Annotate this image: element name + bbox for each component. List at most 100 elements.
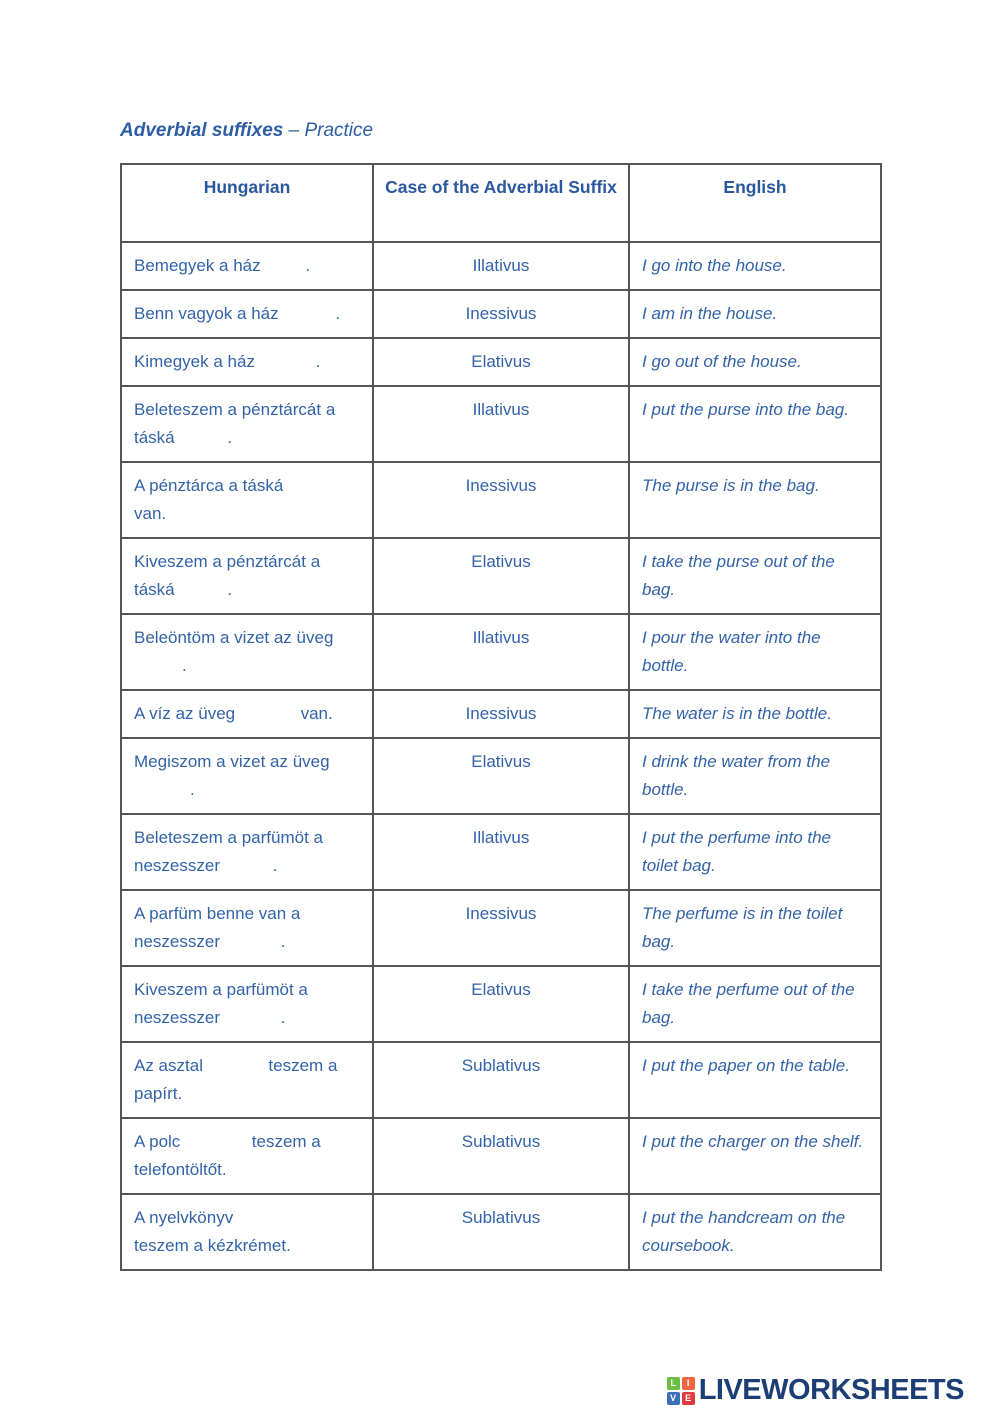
answer-gap[interactable] — [134, 670, 182, 671]
hungarian-text: A pénztárca a táská — [134, 476, 289, 495]
hungarian-text: Benn vagyok a ház — [134, 304, 284, 323]
case-cell: Illativus — [372, 613, 630, 691]
hungarian-cell: Beleteszem a pénztárcát a táská . — [120, 385, 374, 463]
hungarian-cell: A nyelvkönyv teszem a kézkrémet. — [120, 1193, 374, 1271]
answer-gap[interactable] — [225, 870, 273, 871]
english-cell: The perfume is in the toilet bag. — [628, 889, 882, 967]
case-cell: Inessivus — [372, 689, 630, 739]
hungarian-text: van. — [295, 704, 333, 723]
hungarian-cell: Kiveszem a pénztárcát a táská . — [120, 537, 374, 615]
hungarian-text: . — [315, 352, 321, 371]
logo-tile-e-icon: E — [681, 1391, 695, 1405]
hungarian-text: A nyelvkönyv — [134, 1208, 238, 1227]
answer-gap[interactable] — [283, 318, 335, 319]
answer-gap[interactable] — [240, 718, 296, 719]
header-english: English — [628, 163, 882, 243]
answer-gap[interactable] — [238, 1222, 308, 1223]
answer-gap[interactable] — [208, 1070, 264, 1071]
hungarian-text: Az asztal — [134, 1056, 208, 1075]
table-row: Bemegyek a ház . Illativus I go into the h… — [120, 241, 882, 291]
answer-gap[interactable] — [225, 1022, 281, 1023]
header-case: Case of the Adverbial Suffix — [372, 163, 630, 243]
english-cell: I take the purse out of the bag. — [628, 537, 882, 615]
table-row: Beleteszem a pénztárcát a táská . Illativ… — [120, 385, 882, 463]
english-cell: I am in the house. — [628, 289, 882, 339]
page-title-bold: Adverbial suffixes — [120, 120, 284, 141]
english-cell: The purse is in the bag. — [628, 461, 882, 539]
english-cell: The water is in the bottle. — [628, 689, 882, 739]
english-cell: I drink the water from the bottle. — [628, 737, 882, 815]
hungarian-cell: Beleteszem a parfümöt a neszesszer . — [120, 813, 374, 891]
case-cell: Elativus — [372, 337, 630, 387]
english-cell: I put the purse into the bag. — [628, 385, 882, 463]
hungarian-cell: Kiveszem a parfümöt a neszesszer . — [120, 965, 374, 1043]
case-cell: Elativus — [372, 737, 630, 815]
hungarian-text: . — [227, 580, 233, 599]
case-cell: Illativus — [372, 241, 630, 291]
logo-tile-l-icon: L — [666, 1376, 680, 1390]
case-cell: Illativus — [372, 813, 630, 891]
table-row: Az asztal teszem a papírt. Sublativus I pu… — [120, 1041, 882, 1119]
case-cell: Sublativus — [372, 1041, 630, 1119]
hungarian-cell: A víz az üveg van. — [120, 689, 374, 739]
hungarian-text: Beleöntöm a vizet az üveg — [134, 628, 334, 647]
answer-gap[interactable] — [260, 366, 316, 367]
answer-gap[interactable] — [134, 794, 190, 795]
hungarian-text: Beleteszem a parfümöt a neszesszer — [134, 828, 323, 875]
answer-gap[interactable] — [265, 270, 305, 271]
english-cell: I put the charger on the shelf. — [628, 1117, 882, 1195]
answer-gap[interactable] — [185, 1146, 247, 1147]
case-cell: Sublativus — [372, 1193, 630, 1271]
hungarian-text: Kiveszem a parfümöt a neszesszer — [134, 980, 308, 1027]
english-cell: I put the handcream on the coursebook. — [628, 1193, 882, 1271]
table-row: A nyelvkönyv teszem a kézkrémet. Sublativ… — [120, 1193, 882, 1271]
hungarian-text: Beleteszem a pénztárcát a táská — [134, 400, 336, 447]
english-cell: I go into the house. — [628, 241, 882, 291]
table-row: A parfüm benne van a neszesszer . Inessiv… — [120, 889, 882, 967]
english-cell: I go out of the house. — [628, 337, 882, 387]
hungarian-text: . — [272, 856, 278, 875]
answer-gap[interactable] — [225, 946, 281, 947]
answer-gap[interactable] — [288, 490, 336, 491]
case-cell: Sublativus — [372, 1117, 630, 1195]
table-row: Megiszom a vizet az üveg . Elativus I drin… — [120, 737, 882, 815]
answer-gap[interactable] — [179, 594, 227, 595]
logo-tile-i-icon: I — [681, 1376, 695, 1390]
hungarian-text: . — [227, 428, 233, 447]
hungarian-cell: A polc teszem a telefontöltőt. — [120, 1117, 374, 1195]
hungarian-text: . — [182, 656, 187, 675]
english-cell: I put the perfume into the toilet bag. — [628, 813, 882, 891]
hungarian-text: teszem a telefontöltőt. — [134, 1132, 321, 1179]
case-cell: Illativus — [372, 385, 630, 463]
hungarian-text: . — [190, 780, 195, 799]
table-row: Benn vagyok a ház . Inessivus I am in the … — [120, 289, 882, 339]
hungarian-text: . — [335, 304, 341, 323]
hungarian-text: A polc — [134, 1132, 186, 1151]
case-cell: Inessivus — [372, 461, 630, 539]
hungarian-cell: Bemegyek a ház . — [120, 241, 374, 291]
hungarian-text: van. — [134, 504, 167, 523]
table-header-row: Hungarian Case of the Adverbial Suffix E… — [120, 163, 882, 243]
logo-tile-v-icon: V — [666, 1391, 680, 1405]
hungarian-cell: Beleöntöm a vizet az üveg . — [120, 613, 374, 691]
hungarian-cell: Benn vagyok a ház . — [120, 289, 374, 339]
table-row: Kimegyek a ház . Elativus I go out of the … — [120, 337, 882, 387]
table-body: Bemegyek a ház . Illativus I go into the h… — [120, 241, 882, 1271]
answer-gap[interactable] — [179, 442, 227, 443]
hungarian-text: Megiszom a vizet az üveg — [134, 752, 330, 771]
english-cell: I pour the water into the bottle. — [628, 613, 882, 691]
hungarian-cell: Kimegyek a ház . — [120, 337, 374, 387]
hungarian-text: Kiveszem a pénztárcát a táská — [134, 552, 321, 599]
hungarian-cell: A parfüm benne van a neszesszer . — [120, 889, 374, 967]
hungarian-cell: A pénztárca a táská van. — [120, 461, 374, 539]
page-title-rest: – Practice — [283, 120, 374, 141]
header-hungarian: Hungarian — [120, 163, 374, 243]
hungarian-cell: Az asztal teszem a papírt. — [120, 1041, 374, 1119]
table-row: A polc teszem a telefontöltőt. Sublativus… — [120, 1117, 882, 1195]
hungarian-text: Kimegyek a ház — [134, 352, 260, 371]
table-row: Beleöntöm a vizet az üveg . Illativus I po… — [120, 613, 882, 691]
page-title: Adverbial suffixes – Practice — [120, 120, 373, 142]
liveworksheets-wordmark: LIVEWORKSHEETS — [698, 1374, 965, 1406]
table-row: A víz az üveg van. Inessivus The water is … — [120, 689, 882, 739]
